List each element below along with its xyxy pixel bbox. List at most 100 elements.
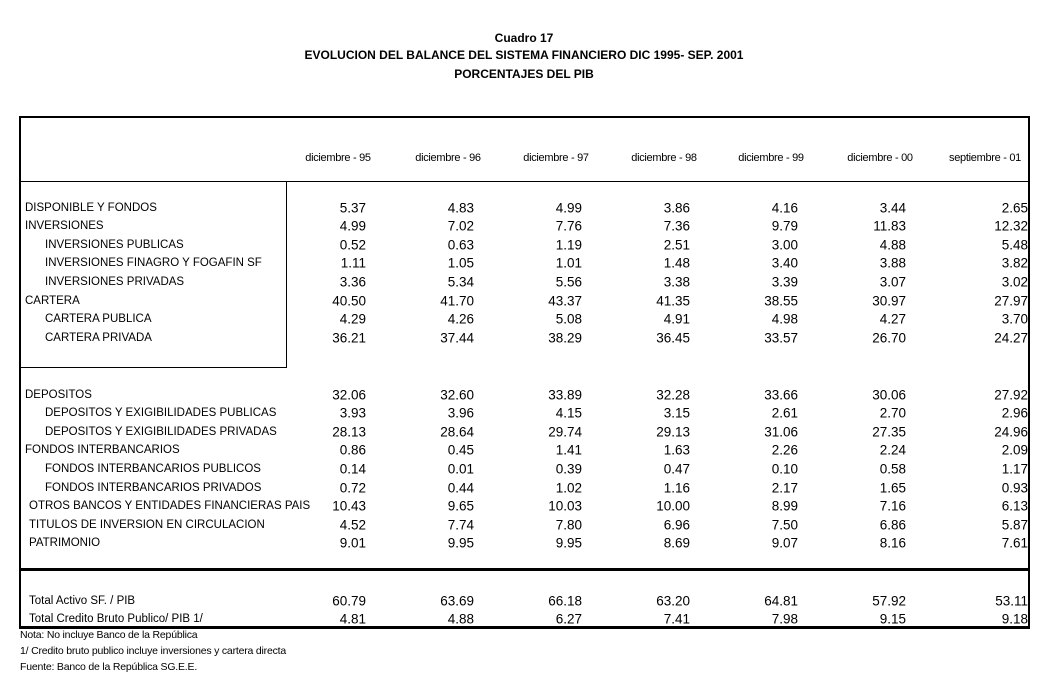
cell-value: 29.13 [656, 424, 690, 440]
cell-value: 2.96 [1001, 405, 1028, 421]
cell-value: 36.45 [656, 330, 690, 346]
cell-value: 27.97 [994, 293, 1028, 308]
row-label: INVERSIONES PUBLICAS [45, 238, 184, 251]
column-rule [286, 181, 287, 368]
cell-value: 9.18 [1001, 611, 1028, 627]
cell-value: 2.51 [663, 237, 690, 253]
column-header: diciembre - 96 [415, 152, 481, 164]
cell-value: 9.79 [771, 218, 798, 234]
cell-value: 5.08 [555, 311, 582, 327]
row-label: INVERSIONES PRIVADAS [45, 275, 185, 288]
cell-value: 3.96 [447, 405, 474, 421]
cell-value: 4.91 [663, 311, 690, 327]
row-label: CARTERA PRIVADA [45, 331, 152, 344]
cell-value: 2.65 [1001, 200, 1028, 215]
cell-value: 1.11 [340, 255, 366, 271]
cell-value: 9.07 [771, 535, 798, 551]
cell-value: 43.37 [548, 293, 582, 308]
column-header: diciembre - 95 [305, 152, 371, 164]
cell-value: 1.41 [555, 442, 582, 458]
cell-value: 9.65 [447, 498, 474, 514]
cell-value: 4.16 [771, 200, 798, 215]
cell-value: 0.52 [339, 237, 366, 253]
note: 1/ Credito bruto publico incluye inversi… [20, 645, 286, 657]
table-border [19, 116, 1030, 118]
cell-value: 1.65 [879, 480, 906, 495]
cell-value: 4.98 [771, 311, 798, 327]
subtitle: EVOLUCION DEL BALANCE DEL SISTEMA FINANC… [304, 48, 744, 62]
cell-value: 0.45 [447, 442, 474, 458]
row-label: CARTERA [25, 294, 80, 307]
cell-value: 38.29 [548, 330, 582, 346]
cell-value: 27.35 [872, 424, 906, 440]
row-label: Total Activo SF. / PIB [29, 594, 136, 607]
row-label: FONDOS INTERBANCARIOS [25, 444, 180, 457]
cell-value: 57.92 [872, 593, 906, 608]
subtitle: PORCENTAJES DEL PIB [454, 67, 594, 81]
cell-value: 27.92 [994, 387, 1028, 402]
cell-value: 8.16 [879, 535, 906, 551]
cell-value: 28.13 [332, 424, 366, 440]
cell-value: 11.83 [873, 218, 906, 234]
cell-value: 4.52 [339, 517, 366, 533]
cell-value: 1.16 [663, 480, 690, 495]
cell-value: 32.06 [332, 387, 366, 402]
column-header: diciembre - 00 [847, 152, 913, 164]
cell-value: 7.50 [771, 517, 798, 533]
cell-value: 41.35 [656, 293, 690, 308]
cell-value: 7.16 [879, 498, 906, 514]
cell-value: 5.48 [1001, 237, 1028, 253]
cell-value: 64.81 [764, 593, 798, 608]
cell-value: 26.70 [872, 330, 906, 346]
row-label: DEPOSITOS Y EXIGIBILIDADES PUBLICAS [45, 407, 277, 420]
cell-value: 33.57 [764, 330, 798, 346]
cell-value: 7.02 [447, 218, 474, 234]
row-label: CARTERA PUBLICA [45, 313, 152, 326]
cell-value: 3.40 [771, 255, 798, 271]
cell-value: 60.79 [332, 593, 366, 608]
cell-value: 63.20 [656, 593, 690, 608]
cell-value: 3.86 [663, 200, 690, 215]
cell-value: 0.47 [663, 461, 690, 477]
table-border [1028, 116, 1030, 629]
cell-value: 9.95 [447, 535, 474, 551]
cell-value: 1.05 [447, 255, 474, 271]
cell-value: 3.00 [771, 237, 798, 253]
cell-value: 5.87 [1001, 517, 1028, 533]
cell-value: 5.37 [339, 200, 366, 215]
row-label: PATRIMONIO [29, 537, 101, 550]
cell-value: 4.27 [879, 311, 906, 327]
cell-value: 4.26 [447, 311, 474, 327]
column-header: diciembre - 98 [631, 152, 697, 164]
table-border [19, 116, 21, 629]
cell-value: 10.00 [656, 498, 690, 514]
row-label: FONDOS INTERBANCARIOS PUBLICOS [45, 462, 261, 475]
cell-value: 3.15 [663, 405, 690, 421]
cell-value: 66.18 [548, 593, 582, 608]
cell-value: 0.72 [339, 480, 366, 495]
cell-value: 8.69 [663, 535, 690, 551]
cell-value: 9.15 [879, 611, 906, 627]
cell-value: 6.86 [879, 517, 906, 533]
table-border [19, 626, 1030, 629]
cell-value: 3.88 [879, 255, 906, 271]
row-label: DEPOSITOS [25, 388, 92, 401]
cell-value: 2.61 [771, 405, 798, 421]
cell-value: 32.60 [440, 387, 474, 402]
cell-value: 3.39 [771, 274, 798, 290]
cell-value: 31.06 [764, 424, 798, 440]
row-label: DEPOSITOS Y EXIGIBILIDADES PRIVADAS [45, 425, 277, 438]
cell-value: 4.88 [879, 237, 906, 253]
cell-value: 7.80 [555, 517, 582, 533]
cell-value: 8.99 [771, 498, 798, 514]
cell-value: 33.89 [548, 387, 582, 402]
cell-value: 63.69 [440, 593, 474, 608]
cell-value: 32.28 [656, 387, 690, 402]
cell-value: 0.01 [447, 461, 474, 477]
column-header: diciembre - 99 [738, 152, 804, 164]
cell-value: 4.81 [339, 611, 366, 627]
cell-value: 33.66 [764, 387, 798, 402]
row-label: OTROS BANCOS Y ENTIDADES FINANCIERAS PAI… [29, 500, 311, 513]
cell-value: 12.32 [994, 218, 1028, 234]
